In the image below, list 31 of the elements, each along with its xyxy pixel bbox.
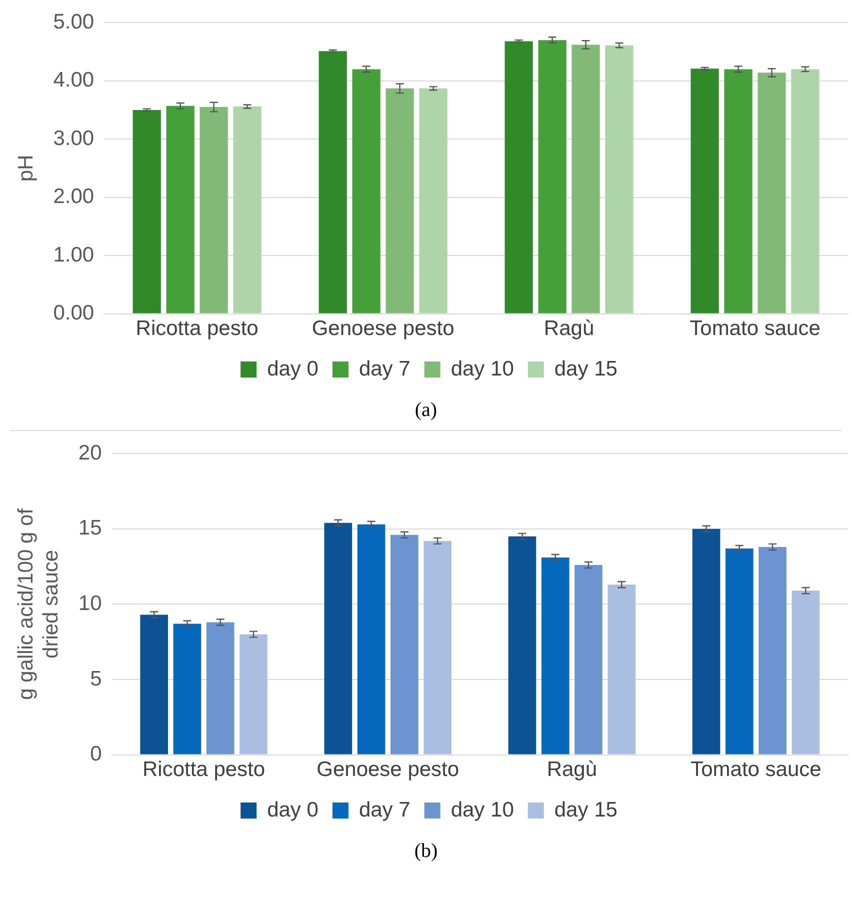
y-axis-title: g gallic acid/100 g of dried sauce <box>14 508 63 700</box>
y-tick-label: 0.00 <box>53 302 94 325</box>
x-tick-label: Genoese pesto <box>316 758 460 782</box>
text: (a) <box>414 398 438 423</box>
x-tick-label: Tomato sauce <box>690 758 822 782</box>
x-tick-label: Ragù <box>544 317 594 340</box>
y-tick-label: 1.00 <box>53 243 94 266</box>
x-tick-label: Genoese pesto <box>312 317 454 340</box>
y-tick-label: 4.00 <box>53 68 94 92</box>
y-axis-title: pH <box>14 154 38 182</box>
x-tick-label: Ricotta pesto <box>142 758 266 782</box>
y-tick-label: 3.00 <box>53 126 94 150</box>
x-tick-label: Tomato sauce <box>690 317 820 340</box>
y-tick-label: 5.00 <box>53 10 94 34</box>
legend-label: day 10 <box>450 798 514 822</box>
y-tick-label: 15 <box>78 516 102 540</box>
x-tick-label: Ragù <box>546 758 598 782</box>
x-tick-label: Ricotta pesto <box>136 317 258 340</box>
y-tick-label: 2.00 <box>53 185 94 208</box>
legend-label: day 0 <box>267 798 318 822</box>
legend-label: day 15 <box>554 357 618 380</box>
y-tick-label: 10 <box>78 592 102 615</box>
legend-label: day 7 <box>358 798 410 822</box>
y-tick-label: 0 <box>90 742 102 766</box>
y-tick-label: 5 <box>90 667 102 690</box>
legend-label: day 10 <box>450 357 514 380</box>
legend-label: day 0 <box>267 357 318 380</box>
legend-label: day 15 <box>554 798 618 822</box>
text: (b) <box>413 839 439 864</box>
y-tick-label: 20 <box>78 441 102 464</box>
legend-label: day 7 <box>358 357 410 380</box>
